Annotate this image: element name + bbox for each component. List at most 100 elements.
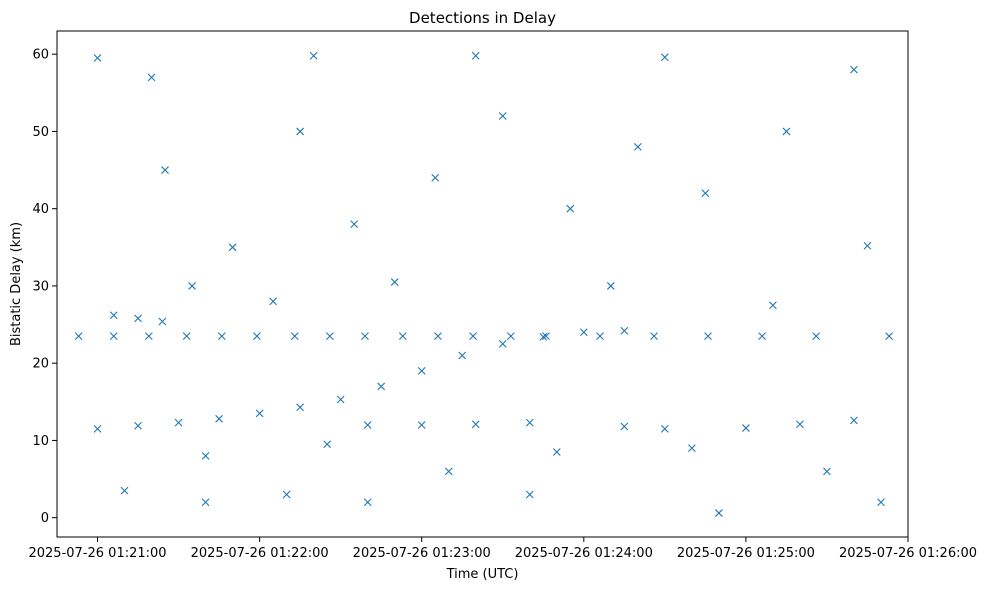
y-tick-label: 40 [32, 202, 49, 217]
data-point [215, 414, 223, 423]
data-point [620, 422, 629, 431]
data-point [361, 332, 369, 341]
y-tick-label: 50 [32, 125, 49, 140]
data-point [782, 127, 791, 136]
data-point [552, 448, 561, 456]
data-point [269, 297, 278, 306]
x-tick-label: 2025-07-26 01:23:00 [353, 546, 491, 561]
data-point [506, 332, 515, 341]
y-tick-label: 60 [32, 48, 49, 63]
data-point [458, 351, 467, 360]
data-point [363, 421, 372, 429]
y-tick-label: 0 [41, 511, 49, 526]
data-point [850, 65, 858, 74]
data-point [498, 339, 507, 348]
data-point [188, 282, 196, 290]
data-point [377, 382, 386, 391]
data-point [323, 440, 332, 449]
data-point [144, 332, 153, 341]
x-tick-label: 2025-07-26 01:26:00 [839, 546, 977, 561]
data-points [74, 51, 893, 517]
data-point [498, 112, 507, 120]
data-point [469, 332, 477, 341]
data-point [742, 424, 750, 432]
data-point [542, 332, 550, 341]
data-point [823, 467, 831, 476]
data-point [363, 498, 372, 507]
data-point [434, 332, 442, 341]
data-point [390, 278, 399, 286]
y-axis: 0 10 20 30 40 50 60 [32, 48, 57, 526]
y-tick-label: 20 [32, 357, 49, 372]
data-point [525, 490, 534, 499]
data-point [93, 424, 102, 433]
data-point [877, 498, 885, 507]
x-tick-label: 2025-07-26 01:24:00 [515, 546, 653, 561]
data-point [296, 403, 305, 412]
x-tick-label: 2025-07-26 01:22:00 [191, 546, 329, 561]
data-point [309, 51, 318, 60]
data-point [134, 314, 142, 323]
data-point [398, 332, 407, 341]
data-point [650, 332, 658, 341]
y-tick-label: 30 [32, 279, 49, 294]
data-point [228, 243, 237, 252]
data-point [120, 486, 129, 495]
data-point [161, 166, 169, 174]
data-point [158, 317, 167, 326]
data-point [579, 328, 588, 337]
data-point [109, 332, 118, 341]
data-point [350, 220, 359, 229]
y-tick-label: 10 [32, 434, 49, 449]
data-point [660, 424, 669, 433]
data-point [255, 409, 264, 418]
x-axis: 2025-07-26 01:21:00 2025-07-26 01:22:00 20… [28, 537, 977, 561]
data-point [620, 326, 629, 335]
data-point [431, 173, 440, 182]
data-point [606, 282, 615, 290]
data-point [596, 332, 604, 341]
data-point [715, 509, 723, 517]
data-point [687, 444, 696, 453]
data-point [182, 332, 191, 341]
data-point [290, 332, 299, 341]
plot-area [57, 31, 908, 537]
x-tick-label: 2025-07-26 01:21:00 [28, 546, 166, 561]
chart-title: Detections in Delay [409, 9, 556, 27]
data-point [201, 451, 210, 460]
data-point [336, 395, 345, 404]
data-point [701, 189, 710, 198]
data-point [174, 418, 183, 427]
data-point [769, 301, 777, 310]
data-point [539, 333, 548, 341]
data-point [147, 73, 156, 82]
data-point [253, 332, 261, 341]
data-point [134, 421, 142, 430]
data-point [296, 127, 305, 136]
plot-frame [56, 30, 909, 538]
data-point [885, 332, 893, 341]
data-point [109, 311, 118, 320]
data-point [417, 421, 426, 429]
data-point [850, 416, 858, 425]
data-point [417, 367, 426, 375]
data-point [217, 332, 226, 341]
data-point [325, 332, 334, 341]
data-point [93, 54, 102, 62]
x-tick-label: 2025-07-26 01:25:00 [677, 546, 815, 561]
data-point [863, 241, 872, 250]
data-point [796, 420, 804, 429]
data-point [471, 51, 480, 60]
data-point [471, 420, 480, 429]
data-point [74, 332, 83, 341]
data-point [812, 332, 821, 341]
y-axis-label: Bistatic Delay (km) [9, 222, 24, 346]
data-point [201, 498, 210, 507]
data-point [633, 142, 642, 151]
data-point [282, 490, 291, 499]
data-point [704, 332, 712, 341]
data-point [660, 53, 669, 62]
data-point [758, 332, 767, 341]
x-axis-label: Time (UTC) [446, 567, 519, 582]
